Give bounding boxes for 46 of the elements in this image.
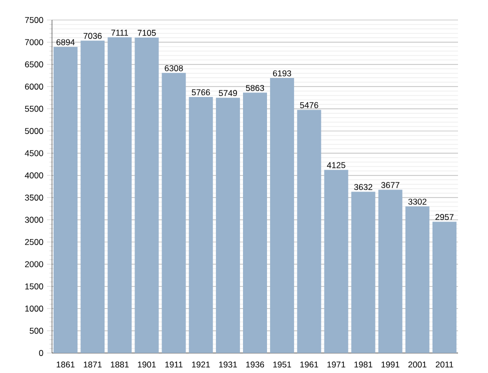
y-tick-label: 5500	[24, 106, 44, 112]
x-tick-label: 1881	[110, 362, 129, 368]
x-tick-label: 1861	[56, 362, 75, 368]
y-tick-label: 3000	[24, 216, 44, 223]
y-tick-label: 500	[30, 328, 44, 334]
x-tick-label: 1991	[382, 362, 400, 368]
y-tick-label: 6000	[25, 84, 44, 90]
data-label: 3302	[408, 198, 426, 205]
data-label: 3632	[354, 184, 372, 190]
x-tick-label: 2001	[408, 362, 426, 368]
x-tick-label: 1951	[273, 362, 292, 368]
data-label: 4125	[326, 162, 346, 168]
x-tick-label: 1901	[138, 362, 156, 368]
x-tick-label: 1921	[192, 362, 210, 368]
data-label: 3677	[381, 182, 400, 188]
data-label: 5476	[300, 102, 318, 108]
y-tick-label: 2000	[25, 261, 44, 268]
y-tick-label: 2500	[25, 239, 44, 245]
data-label: 6894	[56, 39, 75, 46]
data-label: 5766	[192, 89, 210, 96]
y-tick-label: 6500	[25, 61, 44, 68]
data-label: 6308	[164, 65, 183, 72]
x-tick-label: 1931	[219, 362, 237, 368]
data-label: 7111	[111, 30, 128, 36]
x-tick-label: 2011	[436, 362, 454, 368]
data-label: 5749	[218, 90, 237, 96]
data-label: 2957	[435, 214, 454, 220]
x-tick-label: 1936	[246, 362, 264, 368]
y-tick-label: 0	[39, 350, 44, 356]
data-label: 6193	[273, 70, 292, 76]
y-tick-label: 1000	[25, 306, 44, 312]
y-tick-label: 7000	[25, 39, 44, 46]
x-tick-label: 1911	[165, 362, 182, 368]
x-tick-label: 1961	[300, 362, 318, 368]
x-tick-label: 1871	[84, 362, 102, 368]
x-tick-label: 1971	[327, 362, 346, 368]
data-label: 7105	[138, 30, 156, 36]
data-label: 7036	[84, 32, 102, 39]
y-tick-label: 1500	[25, 283, 44, 290]
y-tick-label: 3500	[24, 194, 44, 201]
y-tick-label: 4500	[24, 150, 44, 156]
y-tick-label: 4000	[24, 172, 44, 178]
data-label: 5863	[246, 84, 264, 91]
y-tick-label: 5000	[24, 128, 44, 134]
y-tick-label: 7500	[25, 17, 44, 23]
x-tick-label: 1981	[354, 362, 372, 368]
